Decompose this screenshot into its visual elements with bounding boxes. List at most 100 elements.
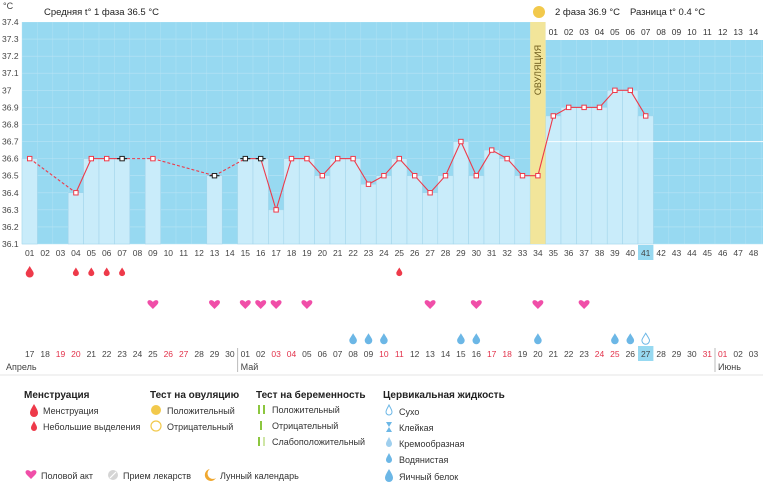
cycle-day-label: 03 (56, 248, 66, 258)
temperature-bar (622, 90, 639, 245)
fluid-eggwhite-icon (385, 469, 393, 482)
temperature-point (258, 155, 264, 162)
temperature-bar (345, 158, 362, 245)
calendar-date: 06 (318, 349, 328, 359)
pregnancy-negative-icon (260, 421, 262, 430)
temperature-segment (537, 115, 554, 176)
temperature-point (504, 155, 510, 162)
temperature-bar (114, 158, 131, 245)
spotting-drop-icon (88, 267, 95, 277)
fluid-dry-icon (641, 332, 651, 345)
temperature-points (27, 87, 649, 213)
current-day-highlight (638, 245, 654, 260)
fluid-watery-icon (534, 333, 542, 345)
calendar-date: 21 (549, 349, 559, 359)
y-tick-label: 37.1 (2, 68, 19, 78)
temperature-point (304, 155, 310, 162)
cycle-day-label: 27 (425, 248, 435, 258)
calendar-dates: 17 18 19 20 21 22 23 24 25 26 27 28 29 30 01 02 03 04 05 06… (25, 349, 759, 359)
temperature-point (27, 155, 33, 162)
cycle-day-label: 31 (487, 248, 497, 258)
symptom-rows (25, 231, 651, 345)
y-tick-label: 36.3 (2, 205, 19, 215)
cycle-day-label: 23 (364, 248, 374, 258)
calendar-date: 10 (379, 349, 389, 359)
legend-ovulation-test-title: Тест на овуляцию (150, 390, 240, 401)
month-labels: Апрель Май Июнь (6, 348, 741, 372)
temperature-point (550, 113, 556, 119)
temperature-bar (21, 158, 38, 245)
y-tick-label: 36.1 (2, 239, 19, 249)
intercourse-heart-icon (239, 300, 251, 309)
post-ovulation-day: 10 (687, 27, 697, 37)
temperature-point (473, 172, 480, 179)
legend: Менструация Менструация Небольшие выделе… (24, 389, 505, 482)
calendar-date: 15 (456, 349, 466, 359)
cycle-day-label: 06 (102, 248, 112, 258)
cycle-day-label: 13 (210, 248, 220, 258)
temperature-point (612, 87, 618, 94)
y-tick-label: 36.2 (2, 222, 19, 232)
y-tick-label: 36.7 (2, 137, 19, 147)
header-bar (22, 0, 763, 22)
temperature-bar (206, 175, 223, 245)
post-ovulation-day: 13 (733, 27, 743, 37)
cycle-day-label: 04 (71, 248, 81, 258)
temperature-segment (29, 158, 77, 194)
intercourse-heart-icon (578, 300, 590, 309)
temperature-bar (606, 90, 623, 245)
legend-menstruation-title: Менструация (24, 390, 90, 401)
temperature-segment (214, 158, 246, 177)
unit-label: °C (3, 1, 14, 11)
calendar-date: 17 (487, 349, 497, 359)
intercourse-heart-icon (270, 300, 282, 309)
spotting-drop-icon (103, 267, 110, 277)
intercourse-heart-icon (301, 300, 313, 309)
calendar-date: 18 (502, 349, 512, 359)
temperature-segment (275, 158, 293, 211)
temperature-bar (375, 175, 392, 245)
menstruation-drop-icon (25, 266, 34, 278)
legend-menstruation: Менструация (43, 406, 99, 416)
cycle-day-label: 41 (641, 248, 651, 258)
calendar-date: 25 (148, 349, 158, 359)
cycle-day-label: 25 (395, 248, 405, 258)
fluid-sticky-icon (386, 422, 392, 432)
temperature-segment (152, 158, 215, 177)
medication-icon-line (109, 471, 117, 479)
temperature-point (458, 138, 464, 145)
bars (21, 90, 654, 245)
temperature-bar (360, 183, 377, 245)
calendar-date: 22 (564, 349, 574, 359)
calendar-date: 02 (256, 349, 266, 359)
cycle-day-label: 21 (333, 248, 343, 258)
calendar-date: 23 (117, 349, 127, 359)
calendar-date: 23 (579, 349, 589, 359)
post-ovulation-day: 05 (610, 27, 620, 37)
current-date-highlight (638, 346, 654, 361)
cycle-day-label: 39 (610, 248, 620, 258)
y-tick-label: 36.4 (2, 188, 19, 198)
calendar-date: 17 (25, 349, 35, 359)
pregnancy-positive-icon (258, 405, 260, 414)
legend-fluid-creamy: Кремообразная (399, 439, 465, 449)
temperature-point (396, 155, 403, 162)
temperature-bar (298, 158, 315, 245)
cycle-day-label: 40 (626, 248, 636, 258)
temperature-segment (599, 89, 616, 108)
cycle-day-label: 36 (564, 248, 574, 258)
cycle-day-label: 44 (687, 248, 697, 258)
temperature-bar (468, 175, 485, 245)
temperature-segment (398, 158, 416, 177)
legend-pregnancy-positive: Положительный (272, 405, 340, 415)
menstruation-drop-icon (30, 404, 38, 417)
calendar-date: 27 (179, 349, 189, 359)
fluid-creamy-icon (386, 437, 392, 447)
temperature-bar (452, 141, 469, 245)
pregnancy-positive-icon-2 (263, 405, 265, 414)
calendar-date: 24 (595, 349, 605, 359)
temperature-segment (75, 158, 92, 193)
temperature-bar (499, 158, 516, 245)
temperature-point (442, 172, 449, 179)
calendar-date: 31 (703, 349, 713, 359)
